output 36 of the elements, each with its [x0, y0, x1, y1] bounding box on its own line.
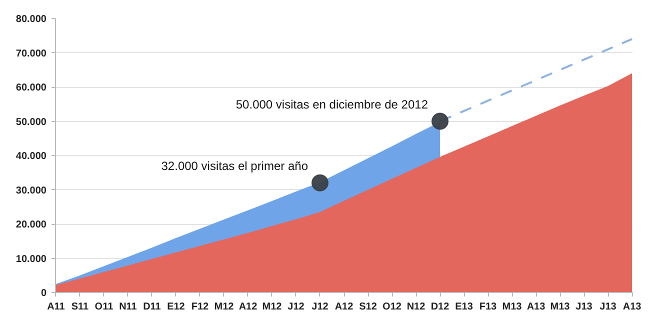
y-tick-label: 70.000	[16, 48, 47, 60]
y-tick-label: 60.000	[16, 82, 47, 94]
x-tick-label: J13	[576, 302, 593, 312]
x-tick-label: M12	[214, 302, 234, 312]
x-tick-label: O11	[94, 302, 114, 312]
y-tick-label: 40.000	[16, 151, 47, 162]
x-tick-label: O12	[382, 302, 402, 312]
x-tick-label: M13	[550, 302, 570, 312]
x-tick-label: A11	[47, 302, 66, 312]
y-tick-label: 50.000	[16, 116, 47, 128]
x-tick-label: E13	[455, 302, 474, 312]
y-tick-label: 20.000	[16, 220, 47, 230]
x-tick-label: S12	[359, 302, 378, 312]
data-label: 32.000 visitas el primer año	[161, 158, 308, 173]
x-tick-label: M12	[262, 302, 282, 312]
y-tick-label: 30.000	[16, 185, 47, 196]
x-tick-label: F12	[191, 302, 210, 312]
y-tick-label: 0	[40, 288, 47, 299]
x-tick-label: N12	[406, 302, 426, 312]
x-tick-label: D12	[430, 302, 450, 312]
x-tick-label: A13	[526, 302, 546, 312]
data-label: 50.000 visitas en diciembre de 2012	[236, 97, 428, 112]
x-tick-label: A12	[334, 302, 354, 312]
x-tick-label: M13	[502, 302, 522, 312]
y-tick-label: 80.000	[16, 14, 47, 25]
y-tick-label: 10.000	[16, 254, 47, 265]
x-tick-label: E12	[167, 302, 186, 312]
x-tick-label: F13	[479, 302, 498, 312]
x-tick-label: D11	[143, 302, 162, 312]
x-tick-label: J12	[312, 302, 329, 312]
x-tick-label: A12	[238, 302, 258, 312]
x-tick-label: J12	[288, 302, 305, 312]
x-tick-label: A13	[622, 302, 642, 312]
x-tick-label: J13	[600, 302, 617, 312]
x-tick-label: N11	[119, 302, 138, 312]
x-tick-label: S11	[71, 302, 90, 312]
